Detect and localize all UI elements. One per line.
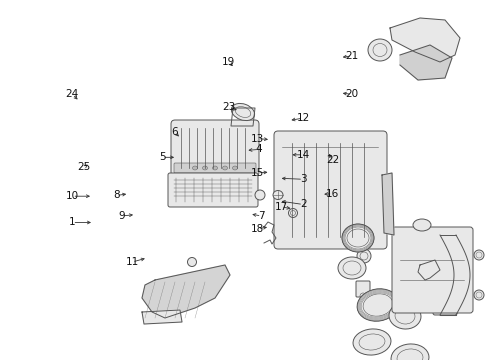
Text: 11: 11 <box>125 257 139 267</box>
Text: 3: 3 <box>299 174 306 184</box>
Polygon shape <box>389 18 459 62</box>
Text: 20: 20 <box>345 89 358 99</box>
Text: 24: 24 <box>65 89 79 99</box>
Text: 7: 7 <box>258 211 264 221</box>
Ellipse shape <box>356 249 370 263</box>
Ellipse shape <box>232 166 237 170</box>
FancyBboxPatch shape <box>168 173 258 207</box>
Text: 19: 19 <box>222 57 235 67</box>
FancyBboxPatch shape <box>273 131 386 249</box>
FancyBboxPatch shape <box>432 275 456 315</box>
Text: 10: 10 <box>66 191 79 201</box>
Text: 15: 15 <box>250 168 264 178</box>
Ellipse shape <box>212 166 217 170</box>
FancyBboxPatch shape <box>174 163 256 173</box>
Text: 5: 5 <box>159 152 165 162</box>
Ellipse shape <box>202 166 207 170</box>
Polygon shape <box>381 173 393 235</box>
Text: 13: 13 <box>250 134 264 144</box>
Text: 17: 17 <box>274 202 287 212</box>
Text: 18: 18 <box>250 224 264 234</box>
Text: 6: 6 <box>171 127 178 138</box>
Ellipse shape <box>254 190 264 200</box>
Ellipse shape <box>473 290 483 300</box>
Ellipse shape <box>272 190 283 199</box>
Text: 9: 9 <box>118 211 124 221</box>
Text: 22: 22 <box>325 155 339 165</box>
Ellipse shape <box>388 303 420 329</box>
Polygon shape <box>142 265 229 318</box>
Text: 8: 8 <box>113 190 120 201</box>
FancyBboxPatch shape <box>171 120 259 176</box>
Text: 1: 1 <box>69 217 76 228</box>
Text: 21: 21 <box>345 51 358 61</box>
Ellipse shape <box>367 39 391 61</box>
Text: 16: 16 <box>325 189 339 199</box>
FancyBboxPatch shape <box>355 281 369 297</box>
Text: 4: 4 <box>255 144 262 154</box>
Text: 25: 25 <box>77 162 91 172</box>
Ellipse shape <box>337 257 365 279</box>
Ellipse shape <box>187 257 196 266</box>
Ellipse shape <box>390 344 428 360</box>
Ellipse shape <box>231 103 254 121</box>
Polygon shape <box>142 310 182 324</box>
Text: 12: 12 <box>296 113 309 123</box>
Polygon shape <box>417 260 439 280</box>
Ellipse shape <box>473 250 483 260</box>
Text: 2: 2 <box>299 199 306 210</box>
Ellipse shape <box>352 329 390 355</box>
Polygon shape <box>399 45 451 80</box>
Ellipse shape <box>222 166 227 170</box>
Ellipse shape <box>356 289 398 321</box>
FancyBboxPatch shape <box>391 227 472 313</box>
Ellipse shape <box>412 219 430 231</box>
Ellipse shape <box>288 208 297 217</box>
Text: 14: 14 <box>296 150 309 160</box>
Ellipse shape <box>341 224 373 252</box>
Ellipse shape <box>192 166 197 170</box>
Text: 23: 23 <box>222 102 235 112</box>
